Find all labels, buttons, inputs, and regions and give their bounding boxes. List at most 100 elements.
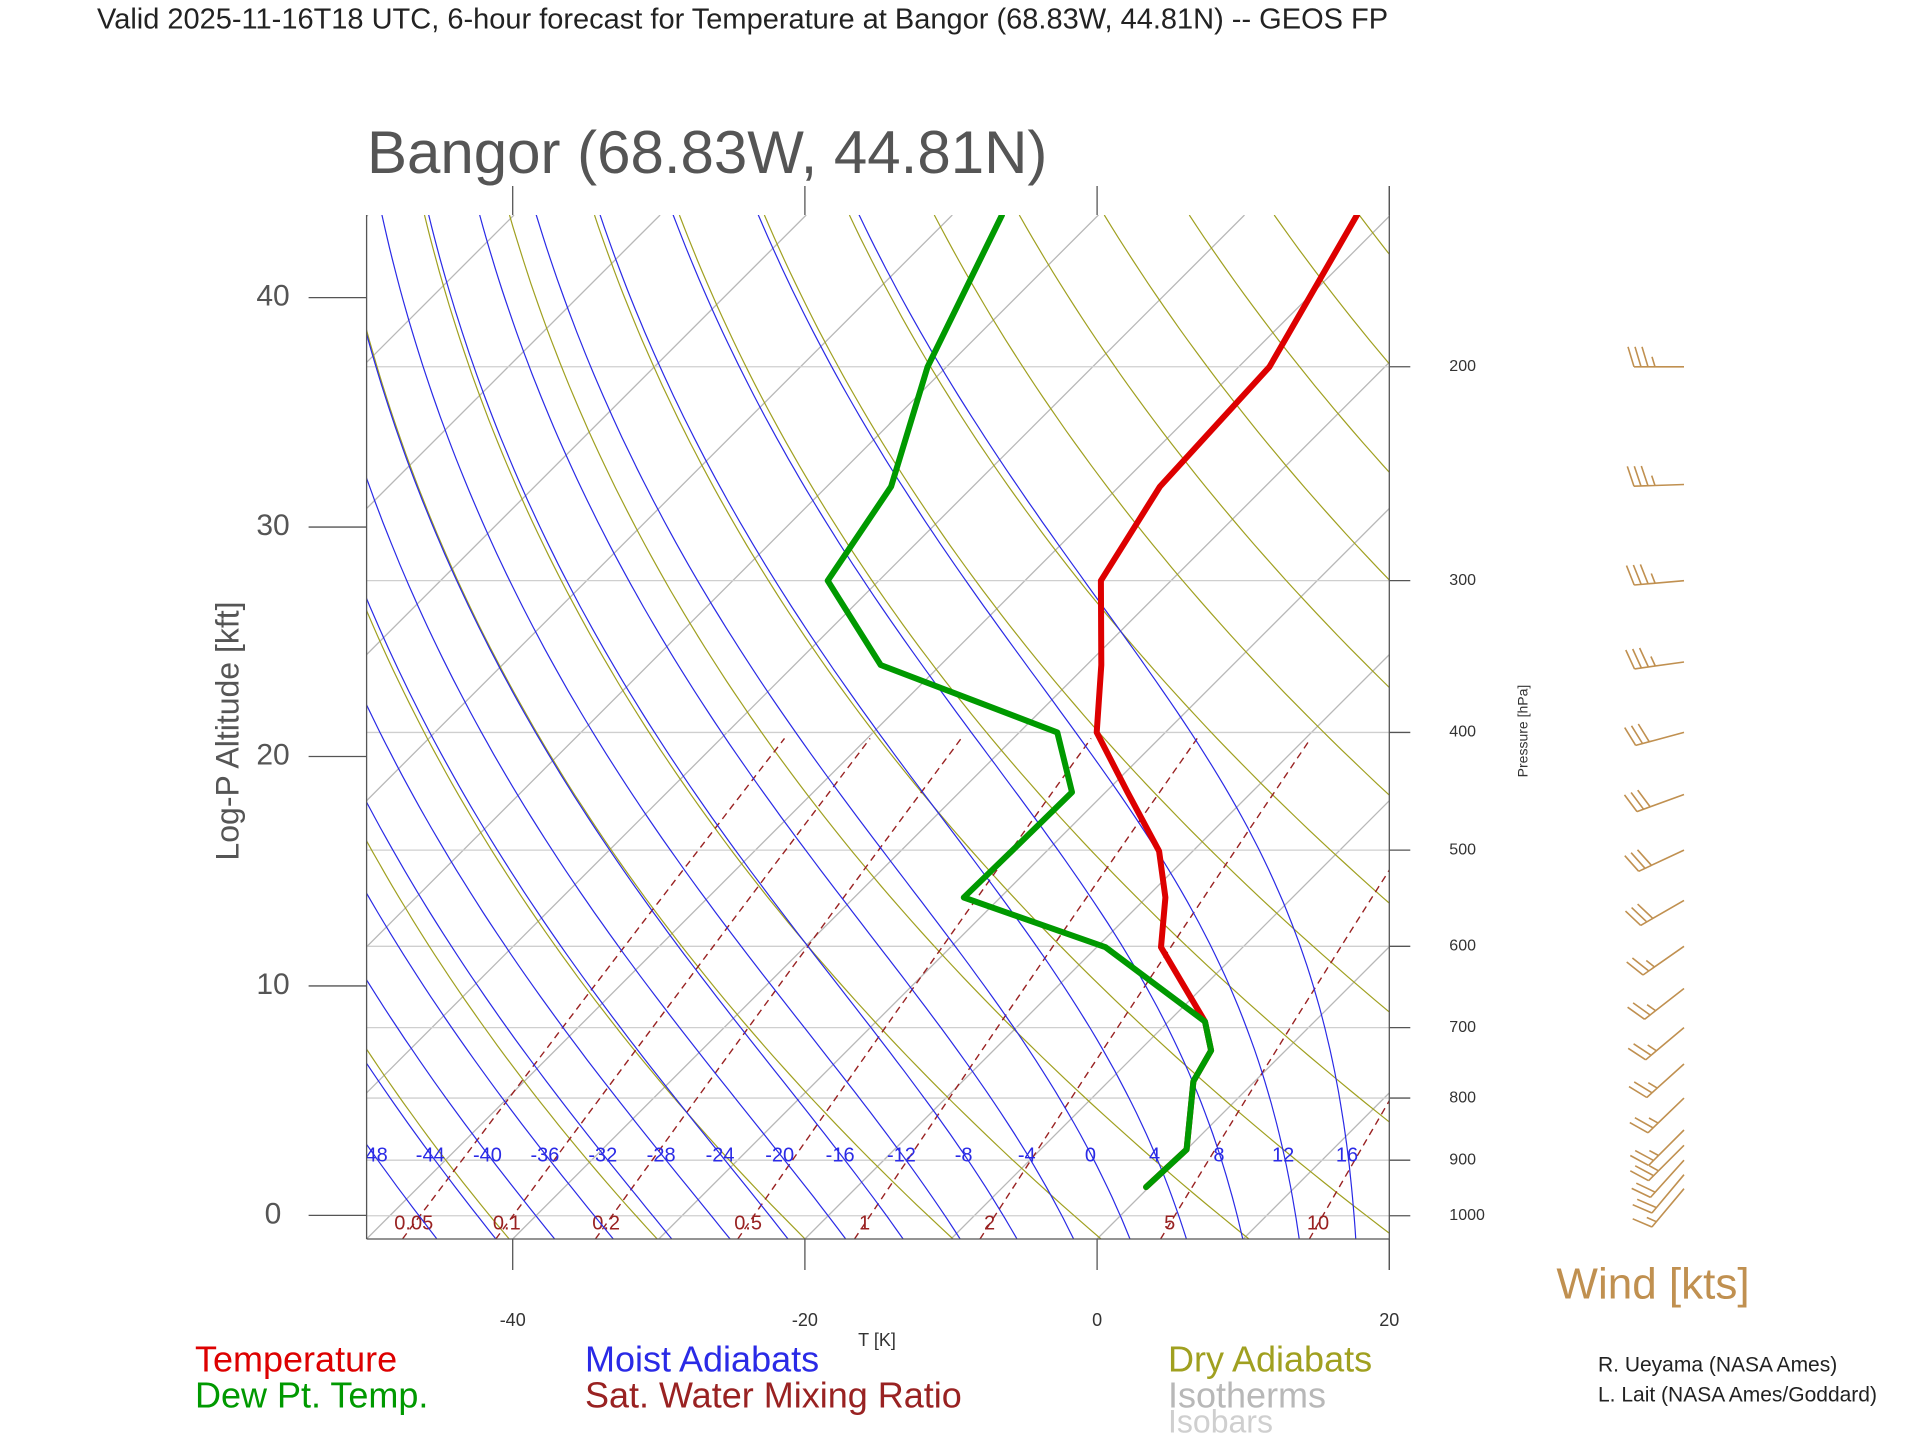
y2-tick-label: 200	[1449, 358, 1476, 375]
moist-adiabat-label: -44	[416, 1144, 445, 1166]
moist-adiabat	[366, 1062, 497, 1239]
y2-tick-label: 600	[1449, 938, 1476, 955]
mixing-ratio-line	[594, 737, 962, 1239]
isotherm	[366, 215, 661, 510]
subtitle: Valid 2025-11-16T18 UTC, 6-hour forecast…	[97, 4, 1388, 36]
isotherm	[366, 215, 953, 802]
wind-barb	[1624, 849, 1685, 873]
dry-adiabat	[1103, 215, 1390, 581]
wind-barb	[1627, 346, 1684, 368]
y2-tick-label: 800	[1449, 1089, 1476, 1106]
x-tick-label: 0	[1092, 1310, 1102, 1330]
wind-barb	[1627, 987, 1685, 1020]
mixing-ratio-line	[979, 738, 1312, 1239]
moist-adiabat-label: -32	[588, 1144, 617, 1166]
y-tick-label: 30	[256, 509, 289, 542]
dry-adiabat	[366, 609, 806, 1239]
credit: L. Lait (NASA Ames/Goddard)	[1598, 1384, 1877, 1407]
moist-adiabat-label: -4	[1018, 1144, 1036, 1166]
y2-tick-label: 500	[1449, 841, 1476, 858]
x-tick-label: -40	[500, 1310, 526, 1330]
moist-adiabat	[366, 892, 615, 1239]
legend-entry: Sat. Water Mixing Ratio	[585, 1375, 962, 1416]
wind-barb	[1626, 945, 1685, 976]
y2-tick-label: 700	[1449, 1019, 1476, 1036]
wind-barb	[1625, 564, 1685, 586]
moist-adiabat	[858, 215, 1357, 1239]
y-tick-label: 0	[265, 1197, 282, 1230]
mixing-ratio-line	[495, 737, 871, 1239]
dry-adiabat	[848, 215, 1390, 904]
moist-adiabat	[757, 215, 1300, 1239]
legend-entry: Temperature	[195, 1339, 397, 1380]
x-axis-label: T [K]	[858, 1330, 896, 1350]
wind-barb	[1629, 1129, 1685, 1167]
mixing-ratio-label: 2	[984, 1212, 995, 1234]
moist-adiabat-label: -8	[955, 1144, 973, 1166]
moist-adiabat	[381, 215, 961, 1239]
mixing-ratio-line	[1308, 1099, 1390, 1239]
dry-adiabat	[508, 215, 1250, 1239]
dry-adiabat	[366, 327, 954, 1239]
isotherm	[366, 215, 1099, 948]
moist-adiabat-label: 16	[1336, 1144, 1358, 1166]
moist-adiabat-label: -24	[706, 1144, 735, 1166]
dry-adiabat	[593, 215, 1390, 1234]
isotherm	[366, 215, 807, 656]
moist-adiabat	[366, 596, 789, 1239]
y-tick-label: 40	[256, 280, 289, 313]
wind-barb	[1627, 1026, 1685, 1061]
y2-tick-label: 1000	[1449, 1207, 1485, 1224]
dry-adiabat	[678, 215, 1390, 1123]
y2-tick-label: 900	[1449, 1151, 1476, 1168]
y-tick-label: 20	[256, 738, 289, 771]
mixing-ratio-label: 0.1	[493, 1212, 521, 1234]
x-tick-label: -20	[792, 1310, 818, 1330]
dry-adiabat	[423, 215, 1102, 1239]
y2-axis-label: Pressure [hPa]	[1515, 685, 1531, 778]
legend-entry: Dew Pt. Temp.	[195, 1375, 428, 1416]
moist-adiabat-label: -16	[826, 1144, 855, 1166]
mixing-ratio-label: 0.05	[394, 1212, 433, 1234]
dry-adiabat	[1188, 215, 1390, 474]
mixing-ratio-label: 1	[859, 1212, 870, 1234]
legend-entry: Isotherms	[1168, 1375, 1326, 1416]
isotherm	[950, 799, 1390, 1239]
moist-adiabat	[599, 215, 1188, 1239]
moist-adiabat-label: -48	[359, 1144, 388, 1166]
wind-barb	[1624, 899, 1685, 927]
moist-adiabat-label: 12	[1272, 1144, 1294, 1166]
legend-entry: Isobars	[1168, 1403, 1273, 1439]
isotherm	[512, 361, 1390, 1239]
y-tick-label: 10	[256, 968, 289, 1001]
wind-title: Wind [kts]	[1556, 1260, 1749, 1309]
wind-barb	[1629, 1097, 1685, 1134]
y2-tick-label: 400	[1449, 724, 1476, 741]
wind-barb	[1626, 465, 1685, 487]
moist-adiabat-label: -40	[473, 1144, 502, 1166]
x-tick-label: 20	[1379, 1310, 1399, 1330]
moist-adiabat	[366, 331, 904, 1239]
mixing-ratio-line	[737, 737, 1092, 1239]
wind-barb	[1624, 723, 1685, 747]
isotherm	[658, 507, 1390, 1239]
mixing-ratio-label: 5	[1164, 1212, 1175, 1234]
y-axis-label: Log-P Altitude [kft]	[209, 601, 245, 860]
dry-adiabat	[933, 215, 1390, 796]
profile-line	[824, 215, 1215, 1191]
axes: 0 10 20 30 40 -40 -20 0 20 1000 900 800 700 600 500 400…	[256, 186, 1685, 1330]
dry-adiabat	[1018, 215, 1390, 689]
mixing-ratio-label: 10	[1307, 1212, 1329, 1234]
wind-barb	[1631, 1159, 1685, 1199]
moist-adiabat	[672, 215, 1244, 1239]
chart-title: Bangor (68.83W, 44.81N)	[367, 119, 1047, 186]
moist-adiabat	[479, 215, 1075, 1239]
moist-adiabat	[366, 978, 556, 1239]
mixing-ratio-label: 0.2	[592, 1212, 620, 1234]
legend-entry: Moist Adiabats	[585, 1339, 819, 1380]
isotherm	[366, 215, 1245, 1094]
moist-adiabat	[428, 215, 1018, 1239]
moist-adiabat	[535, 215, 1131, 1239]
moist-adiabat	[366, 703, 731, 1239]
